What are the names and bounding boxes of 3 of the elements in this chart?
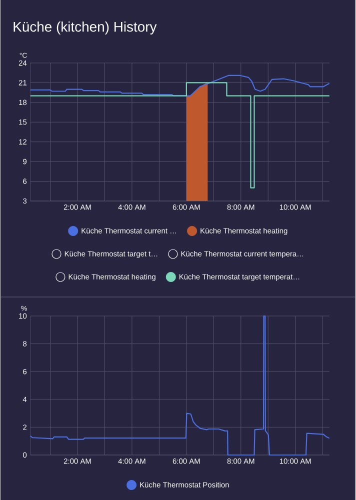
line-series [30, 315, 330, 456]
line-series [30, 74, 330, 96]
chart-title: Küche (kitchen) History [14, 21, 157, 34]
